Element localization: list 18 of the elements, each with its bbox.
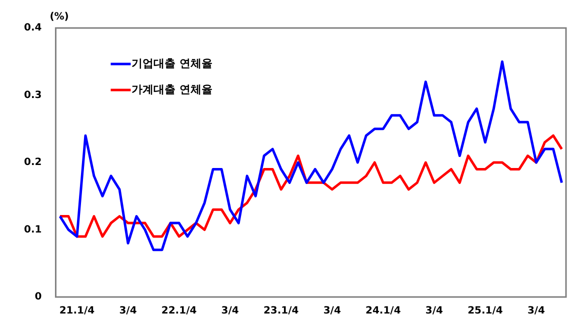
x-tick-label: 25.1/4 [468, 306, 503, 317]
legend-label: 기업대출 연체율 [132, 56, 213, 70]
y-tick-label: 0 [34, 292, 42, 303]
x-tick-label: 3/4 [119, 306, 137, 317]
x-tick-label: 22.1/4 [161, 306, 197, 317]
y-tick-label: 0.3 [24, 90, 42, 101]
x-tick-label: 23.1/4 [263, 306, 299, 317]
y-axis-title: (%) [50, 12, 69, 23]
x-tick-label: 3/4 [425, 306, 443, 317]
x-tick-label: 3/4 [323, 306, 341, 317]
legend-label: 가계대출 연체율 [132, 82, 213, 96]
y-tick-label: 0.2 [24, 157, 42, 168]
x-tick-label: 3/4 [221, 306, 239, 317]
y-tick-label: 0.4 [24, 22, 42, 34]
y-tick-label: 0.1 [24, 224, 42, 236]
x-tick-label: 3/4 [527, 306, 546, 317]
x-tick-label: 24.1/4 [366, 306, 401, 317]
x-tick-label: 21.1/4 [59, 306, 95, 317]
